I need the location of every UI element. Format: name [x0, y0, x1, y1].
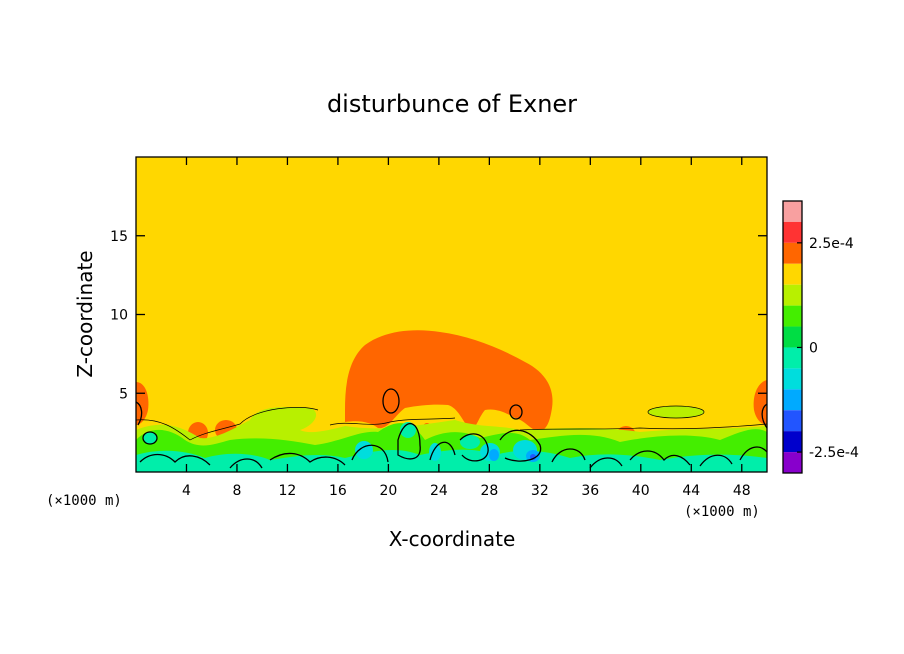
y-axis: 5 10 15: [110, 229, 767, 402]
colorbar-swatch: [783, 368, 802, 390]
weak-negative-cell: [648, 406, 704, 418]
negative-cell: [143, 432, 157, 444]
positive-dome: [345, 330, 553, 432]
x-tick-label: 20: [379, 483, 397, 499]
y-axis-label: Z-coordinate: [73, 250, 97, 377]
colorbar-swatch: [783, 326, 802, 348]
colorbar-swatch: [783, 347, 802, 369]
background-field: [136, 157, 767, 472]
negative-band-cyan: [136, 449, 767, 472]
negative-cell: [355, 441, 373, 459]
colorbar-tick-label: 0: [809, 340, 818, 356]
minimum-cell: [489, 449, 499, 461]
colorbar-swatch: [783, 242, 802, 264]
colorbar-swatch: [783, 305, 802, 327]
colorbar-swatch: [783, 221, 802, 243]
x-tick-label: 8: [232, 483, 241, 499]
colorbar-tick-label: 2.5e-4: [809, 236, 854, 252]
x-axis: 4 8 12 16 20 24 28 32 36 40 44 48: [182, 157, 751, 499]
colorbar-swatch: [783, 452, 802, 473]
x-tick-label: 48: [733, 483, 751, 499]
x-tick-label: 12: [279, 483, 297, 499]
x-tick-label: 24: [430, 483, 448, 499]
x-tick-label: 4: [182, 483, 191, 499]
x-axis-label: X-coordinate: [389, 527, 516, 551]
x-tick-label: 36: [581, 483, 599, 499]
colorbar-swatch: [783, 431, 802, 453]
x-unit-label-right: (×1000 m): [684, 504, 760, 520]
contour-lines: [136, 388, 767, 469]
x-tick-label: 32: [531, 483, 549, 499]
colorbar-swatch: [783, 389, 802, 411]
plot-area: [135, 156, 768, 473]
x-tick-label: 44: [682, 483, 700, 499]
colorbar: 2.5e-4 0 -2.5e-4: [782, 200, 859, 474]
chart-title: disturbunce of Exner: [327, 90, 577, 118]
edge-lobe-right: [753, 380, 767, 425]
colorbar-swatch: [783, 284, 802, 306]
negative-cell: [429, 443, 441, 461]
colorbar-frame: [782, 200, 803, 474]
colorbar-swatch: [783, 201, 802, 222]
x-tick-label: 28: [480, 483, 498, 499]
y-tick-label: 15: [110, 229, 128, 245]
colorbar-swatch: [783, 263, 802, 285]
negative-cell: [460, 435, 480, 449]
colorbar-tick-label: -2.5e-4: [809, 445, 859, 461]
x-unit-label-left: (×1000 m): [46, 493, 122, 509]
y-tick-label: 5: [119, 386, 128, 402]
y-tick-label: 10: [110, 308, 128, 324]
contour-lines-thin: [136, 405, 767, 441]
x-tick-label: 40: [632, 483, 650, 499]
negative-cell: [400, 422, 416, 438]
colorbar-swatch: [783, 410, 802, 432]
x-tick-label: 16: [329, 483, 347, 499]
